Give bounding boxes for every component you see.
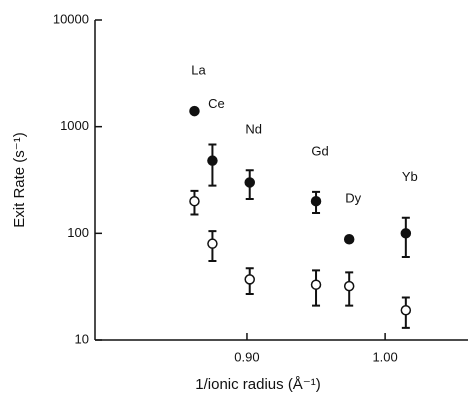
- filled-point: [244, 177, 255, 188]
- x-tick-label: 0.90: [234, 349, 259, 364]
- filled-point: [343, 234, 355, 245]
- filled-point: [189, 105, 200, 117]
- open-point: [244, 274, 255, 285]
- y-axis-title: Exit Rate (s⁻¹): [11, 132, 28, 227]
- point-label: Dy: [345, 191, 361, 206]
- point-label: Ce: [208, 96, 225, 111]
- filled-point: [207, 155, 218, 166]
- open-point: [189, 195, 200, 207]
- x-tick-label: 1.00: [372, 349, 397, 364]
- point-label: Nd: [245, 122, 262, 137]
- filled-point: [310, 195, 322, 207]
- open-point: [400, 305, 412, 316]
- x-axis-title: 1/ionic radius (Å⁻¹): [195, 376, 320, 393]
- point-label: Gd: [311, 143, 328, 158]
- filled-point: [400, 228, 412, 239]
- y-tick-label: 10: [75, 331, 89, 346]
- y-tick-label: 10000: [53, 11, 89, 26]
- point-label: La: [191, 63, 206, 78]
- y-tick-label: 100: [67, 225, 89, 240]
- point-label: Yb: [402, 169, 418, 184]
- open-point: [207, 238, 218, 249]
- open-point: [343, 280, 355, 292]
- open-point: [310, 279, 322, 290]
- y-tick-label: 1000: [60, 118, 89, 133]
